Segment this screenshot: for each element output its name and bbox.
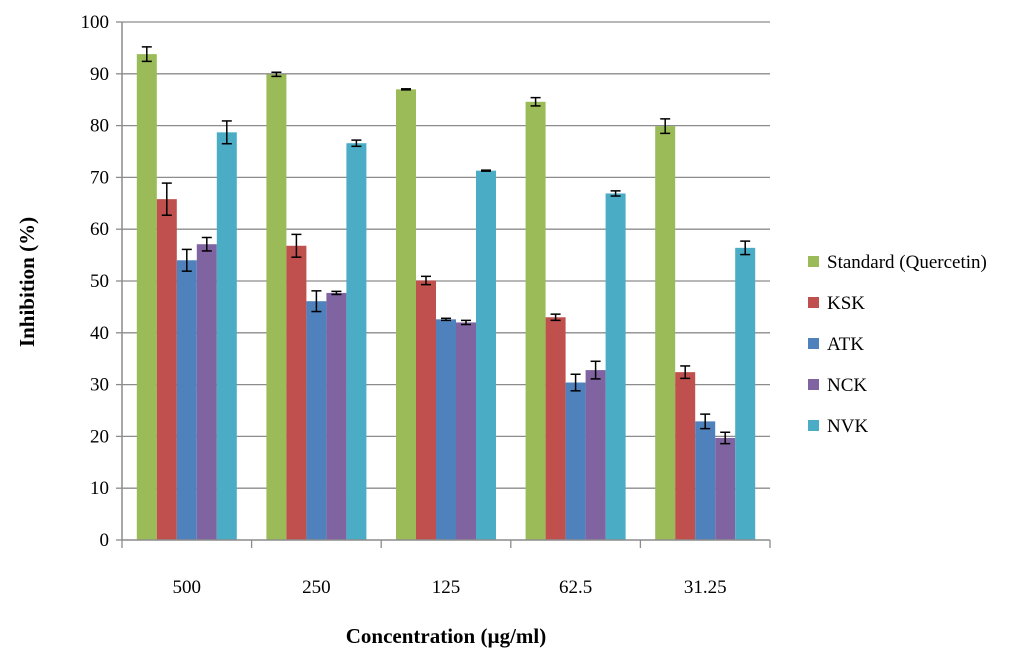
legend-label: NVK bbox=[827, 416, 868, 437]
bar-nck-500 bbox=[196, 244, 217, 541]
bar-ksk-125 bbox=[416, 280, 436, 540]
bar-nck-250 bbox=[326, 292, 347, 540]
bar-nck-125 bbox=[456, 322, 476, 540]
legend-swatch bbox=[808, 297, 819, 308]
bar-nck-31-25 bbox=[715, 437, 736, 540]
axes bbox=[121, 22, 771, 548]
x-tick-label: 500 bbox=[173, 577, 202, 598]
y-tick-label: 90 bbox=[90, 64, 109, 85]
legend-label: ATK bbox=[827, 334, 864, 355]
bar-standard-quercetin-62-5 bbox=[525, 101, 546, 540]
bar-atk-125 bbox=[436, 319, 456, 540]
legend-swatch bbox=[808, 420, 819, 431]
bar-ksk-500 bbox=[156, 199, 177, 540]
y-tick-label: 20 bbox=[90, 426, 109, 447]
bar-nvk-31-25 bbox=[735, 247, 756, 540]
y-tick-label: 80 bbox=[90, 116, 109, 137]
x-tick-label: 125 bbox=[432, 577, 461, 598]
x-tick-label: 250 bbox=[302, 577, 331, 598]
bar-atk-250 bbox=[306, 301, 327, 540]
bar-atk-500 bbox=[176, 260, 197, 540]
bar-standard-quercetin-125 bbox=[396, 89, 416, 540]
y-tick-label: 10 bbox=[90, 478, 109, 499]
bar-nck-62-5 bbox=[585, 370, 606, 540]
error-bars bbox=[141, 46, 751, 445]
y-tick-label: 100 bbox=[81, 12, 110, 33]
legend-swatch bbox=[808, 338, 819, 349]
legend-label: KSK bbox=[827, 293, 865, 314]
bar-atk-31-25 bbox=[695, 421, 716, 540]
y-tick-label: 60 bbox=[90, 219, 109, 240]
bar-nvk-62-5 bbox=[605, 193, 626, 540]
legend-swatch bbox=[808, 256, 819, 267]
legend: Standard (Quercetin) KSK ATK NCK NVK bbox=[808, 252, 987, 437]
x-tick-label: 31.25 bbox=[684, 577, 727, 598]
legend-label: NCK bbox=[827, 375, 867, 396]
bar-ksk-62-5 bbox=[545, 317, 566, 540]
legend-swatch bbox=[808, 379, 819, 390]
y-tick-label: 0 bbox=[100, 530, 110, 551]
bar-nvk-250 bbox=[346, 143, 367, 540]
bar-ksk-31-25 bbox=[675, 372, 696, 540]
bar-nvk-500 bbox=[216, 132, 237, 541]
y-tick-label: 30 bbox=[90, 375, 109, 396]
y-tick-label: 40 bbox=[90, 323, 109, 344]
bar-nvk-125 bbox=[476, 170, 496, 540]
bar-ksk-250 bbox=[286, 245, 307, 540]
y-tick-label: 70 bbox=[90, 167, 109, 188]
x-tick-labels: 500 250 125 62.5 31.25 bbox=[173, 577, 727, 598]
y-tick-label: 50 bbox=[90, 271, 109, 292]
bar-atk-62-5 bbox=[565, 382, 586, 540]
bars bbox=[136, 54, 756, 541]
bar-standard-quercetin-500 bbox=[136, 54, 157, 541]
y-axis-label: Inhibition (%) bbox=[15, 217, 39, 347]
bar-standard-quercetin-250 bbox=[266, 74, 287, 541]
x-axis-label: Concentration (µg/ml) bbox=[346, 624, 546, 648]
y-tick-labels: 0 10 20 30 40 50 60 70 80 90 100 bbox=[81, 12, 110, 551]
legend-label: Standard (Quercetin) bbox=[827, 252, 987, 273]
x-tick-label: 62.5 bbox=[559, 577, 592, 598]
bar-standard-quercetin-31-25 bbox=[655, 126, 676, 541]
